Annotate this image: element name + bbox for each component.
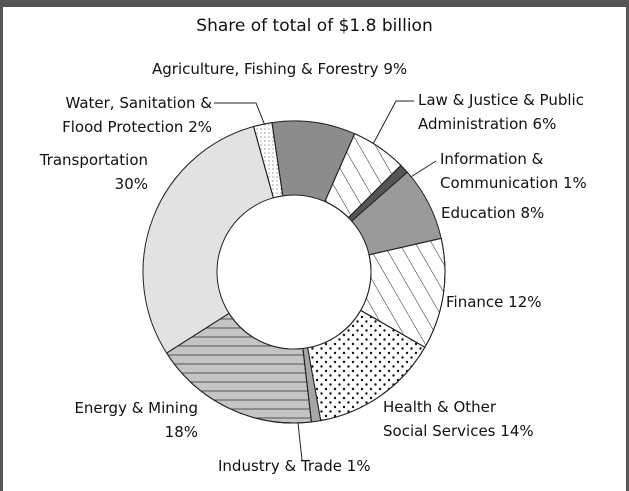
value-label: 30% <box>114 175 148 193</box>
slice-label: Information & Communication 1% <box>440 147 620 195</box>
value-label: 1% <box>563 174 587 192</box>
category-label: Finance <box>446 293 504 311</box>
slice-label: Energy & Mining 18% <box>63 396 198 444</box>
sector-pattern <box>165 312 312 424</box>
slice-label: Law & Justice & Public Administration 6% <box>418 88 618 136</box>
value-label: 18% <box>164 423 198 441</box>
value-label: 8% <box>520 204 545 222</box>
slice-label: Water, Sanitation & Flood Protection 2% <box>27 91 212 139</box>
value-label: 2% <box>188 118 212 136</box>
sector-pattern <box>252 122 284 199</box>
slice-label: Finance 12% <box>446 290 616 314</box>
category-label: Health & Other Social Services <box>383 398 497 440</box>
sectors <box>142 120 446 424</box>
value-label: 12% <box>508 293 542 311</box>
category-label: Law & Justice & Public Administration <box>418 91 584 133</box>
leader-line <box>371 100 414 147</box>
frame-top <box>0 0 629 7</box>
slice-label: Agriculture, Fishing & Forestry 9% <box>152 57 472 81</box>
category-label: Agriculture, Fishing & Forestry <box>152 60 379 78</box>
category-label: Water, Sanitation & Flood Protection <box>62 94 212 136</box>
category-label: Information & Communication <box>440 150 559 192</box>
leader-line <box>214 102 267 129</box>
slice-label: Transportation 30% <box>23 148 148 196</box>
chart-title: Share of total of $1.8 billion <box>196 16 433 36</box>
category-label: Education <box>441 204 516 222</box>
category-label: Transportation <box>39 151 148 169</box>
sector <box>142 125 275 354</box>
category-label: Energy & Mining <box>74 399 198 417</box>
value-label: 6% <box>532 115 557 133</box>
value-label: 9% <box>383 60 408 78</box>
slice-label: Health & Other Social Services 14% <box>383 395 543 443</box>
value-label: 14% <box>500 422 534 440</box>
value-label: 1% <box>346 457 371 475</box>
leader-line <box>297 422 303 461</box>
slice-label: Education 8% <box>441 201 621 225</box>
category-label: Industry & Trade <box>218 457 342 475</box>
slice-label: Industry & Trade 1% <box>218 454 418 478</box>
